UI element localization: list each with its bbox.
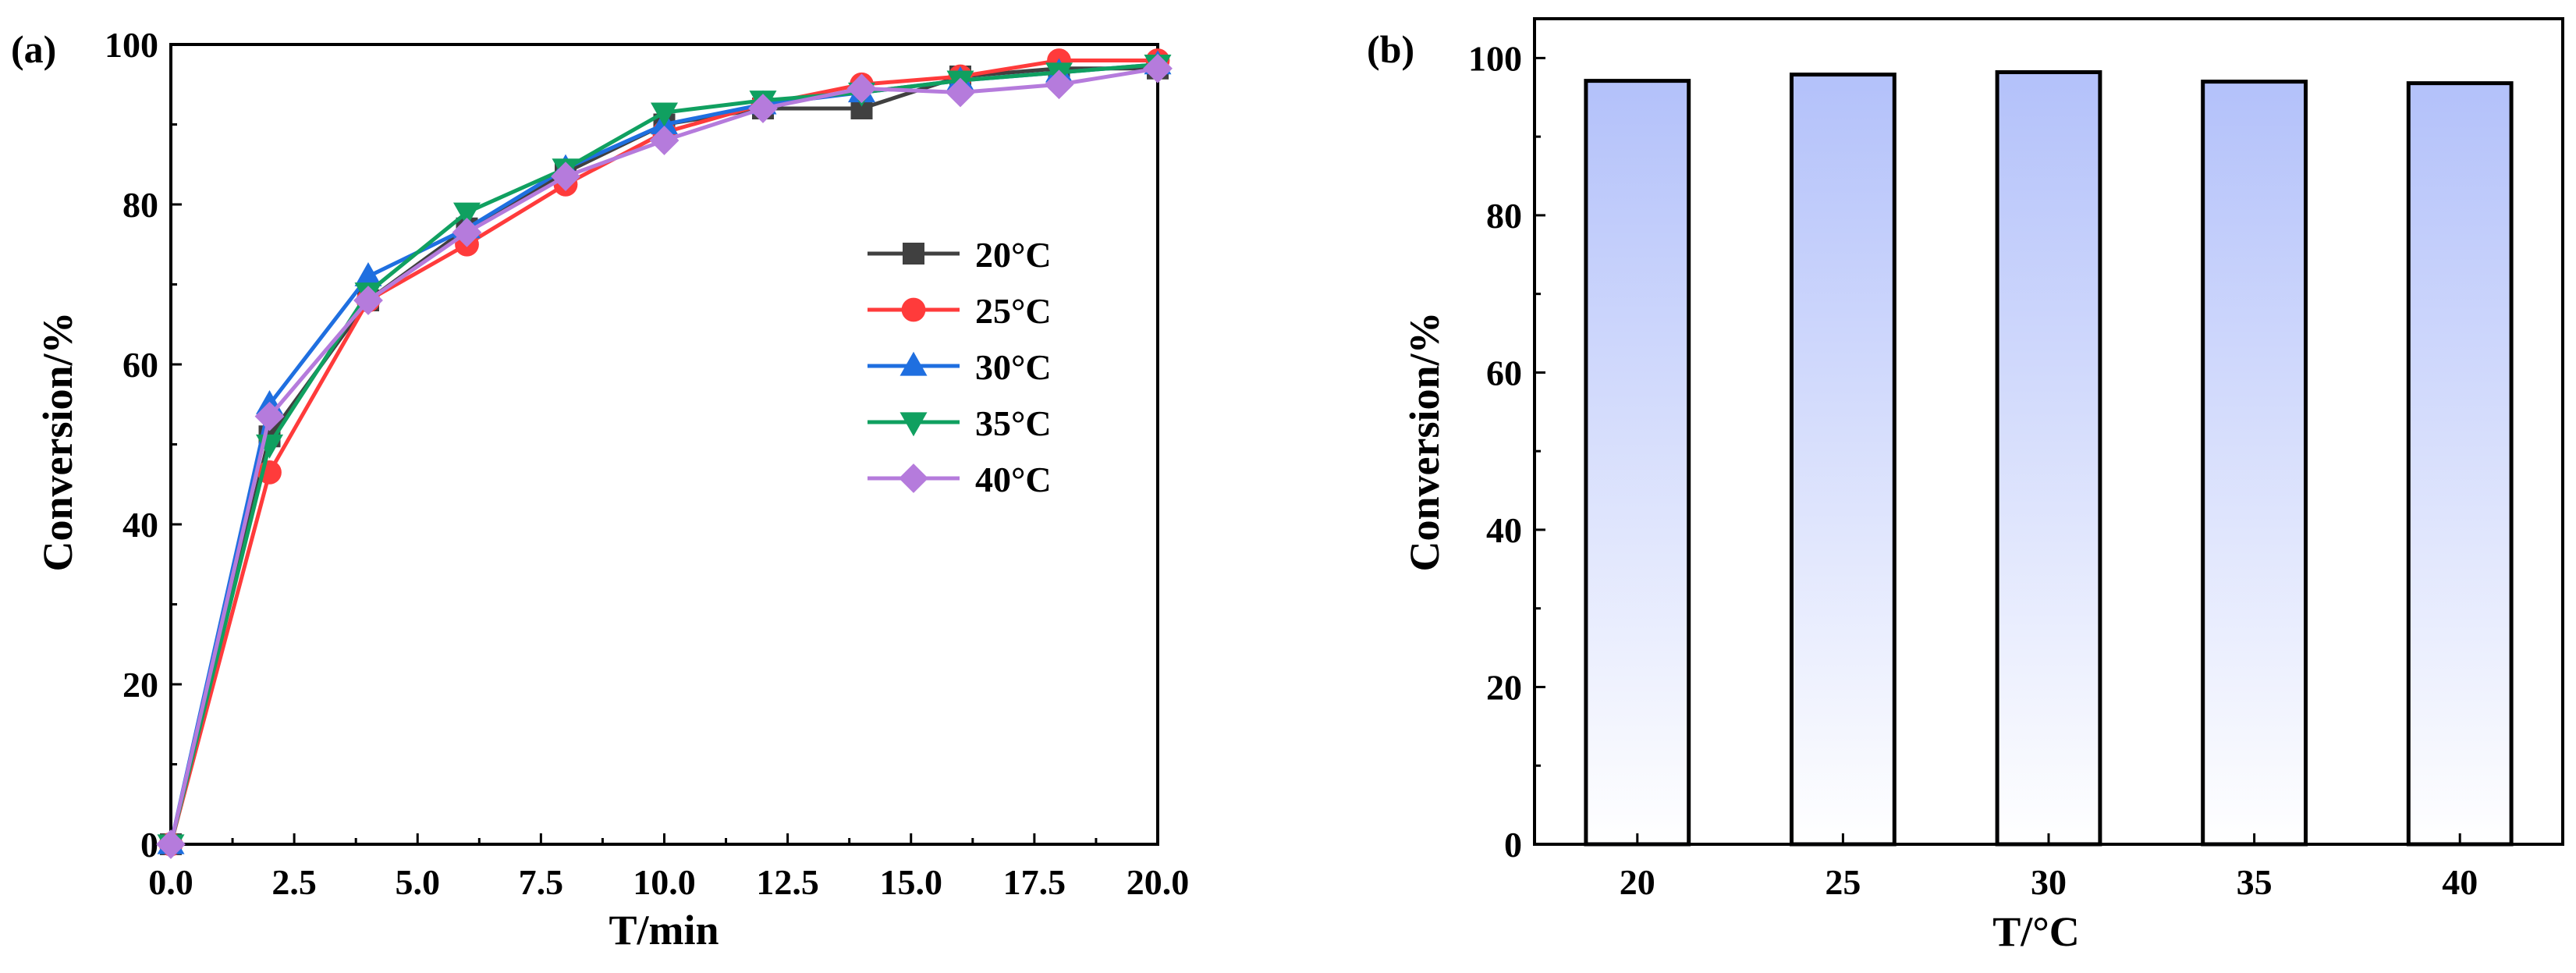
data-point [353, 286, 383, 315]
panel-a-plot: 0.0 2.5 5.0 7.5 10.0 12.5 15.0 17.5 20.0 0 20 40 60 8… [105, 25, 1189, 902]
series-20c [160, 57, 1169, 855]
panel-b-xtick-label: 30 [2031, 862, 2067, 902]
panel-a-label: (a) [11, 27, 56, 71]
data-point [1143, 53, 1173, 83]
data-point [254, 401, 285, 431]
panel-a-ytick-label: 0 [140, 825, 158, 865]
panel-a-xtick-label: 10.0 [633, 862, 696, 902]
panel-a-xtick-label: 7.5 [519, 862, 564, 902]
bar-20 [1584, 79, 1691, 847]
legend-marker [901, 297, 926, 322]
series-line [169, 62, 1158, 845]
data-point [651, 102, 678, 127]
legend-marker [903, 243, 924, 265]
panel-b-xtick-label: 40 [2442, 862, 2478, 902]
panel-a-ytick-label: 20 [122, 665, 158, 705]
panel-a-ytick-label: 60 [122, 345, 158, 385]
panel-b-xtick-label: 35 [2237, 862, 2273, 902]
legend-label: 25°C [975, 291, 1052, 331]
data-point [156, 829, 186, 859]
legend-label: 40°C [975, 460, 1052, 499]
data-point [748, 94, 778, 123]
data-point [453, 202, 481, 227]
data-point [354, 262, 382, 286]
panel-a: (a) 0.0 2.5 5.0 7.5 10.0 12.5 15.0 17.5 20.0 0 20 4… [11, 25, 1189, 953]
data-point [551, 162, 580, 192]
panel-b-xtick-label: 20 [1620, 862, 1655, 902]
legend-marker [899, 351, 928, 376]
panel-b-ytick-label: 100 [1468, 38, 1522, 78]
panel-b-ylabel: Conversion/% [1401, 311, 1448, 571]
series-40c [156, 53, 1173, 859]
bar-25 [1790, 73, 1897, 847]
panel-b-ytick-label: 80 [1486, 196, 1522, 236]
panel-b-ytick-label: 40 [1486, 510, 1522, 550]
legend-label: 20°C [975, 235, 1052, 275]
legend-label: 35°C [975, 403, 1052, 443]
data-point [649, 126, 679, 155]
panel-b-ytick-label: 0 [1504, 825, 1522, 865]
panel-a-ylabel: Conversion/% [34, 311, 81, 571]
series-35c [157, 55, 1172, 859]
panel-a-xtick-label: 12.5 [756, 862, 819, 902]
legend-marker [899, 412, 928, 437]
data-point [846, 73, 877, 104]
panel-b-ytick-label: 60 [1486, 353, 1522, 392]
panel-a-xtick-label: 5.0 [396, 862, 441, 902]
data-point [946, 77, 975, 108]
data-point [452, 217, 482, 247]
panel-b-plot: 0 20 40 60 80 100 20 25 30 35 40 [1468, 17, 2564, 902]
panel-a-xtick-label: 17.5 [1003, 862, 1066, 902]
panel-a-ytick-label: 100 [105, 25, 158, 65]
panel-a-legend: 20°C 25°C 30°C 35°C 40°C [868, 235, 1052, 499]
panel-b: (b) 0 20 40 60 80 100 20 25 30 35 40 T/°C Conversi… [1367, 17, 2564, 955]
series-line [169, 62, 1158, 845]
panel-a-xtick-label: 0.0 [148, 862, 193, 902]
panel-a-xtick-label: 20.0 [1127, 862, 1190, 902]
panel-a-ytick-label: 80 [122, 185, 158, 225]
panel-b-ytick-label: 20 [1486, 667, 1522, 707]
bar-40 [2406, 81, 2514, 847]
panel-b-label: (b) [1367, 27, 1414, 71]
series-line [169, 59, 1158, 845]
panel-a-frame [169, 43, 1159, 846]
panel-a-ytick-label: 40 [122, 505, 158, 545]
data-point [1044, 69, 1074, 100]
panel-a-xlabel: T/min [609, 907, 719, 953]
bar-35 [2201, 80, 2308, 847]
series-30c [157, 50, 1172, 854]
series-line [169, 66, 1158, 845]
legend-label: 30°C [975, 347, 1052, 387]
panel-b-xlabel: T/°C [1992, 908, 2080, 955]
panel-a-xtick-label: 2.5 [271, 862, 317, 902]
panel-b-xtick-label: 25 [1825, 862, 1861, 902]
series-line [169, 66, 1158, 845]
legend-marker [899, 463, 928, 493]
series-25c [158, 48, 1170, 857]
panel-a-xtick-label: 15.0 [880, 862, 943, 902]
bar-30 [1995, 70, 2102, 847]
